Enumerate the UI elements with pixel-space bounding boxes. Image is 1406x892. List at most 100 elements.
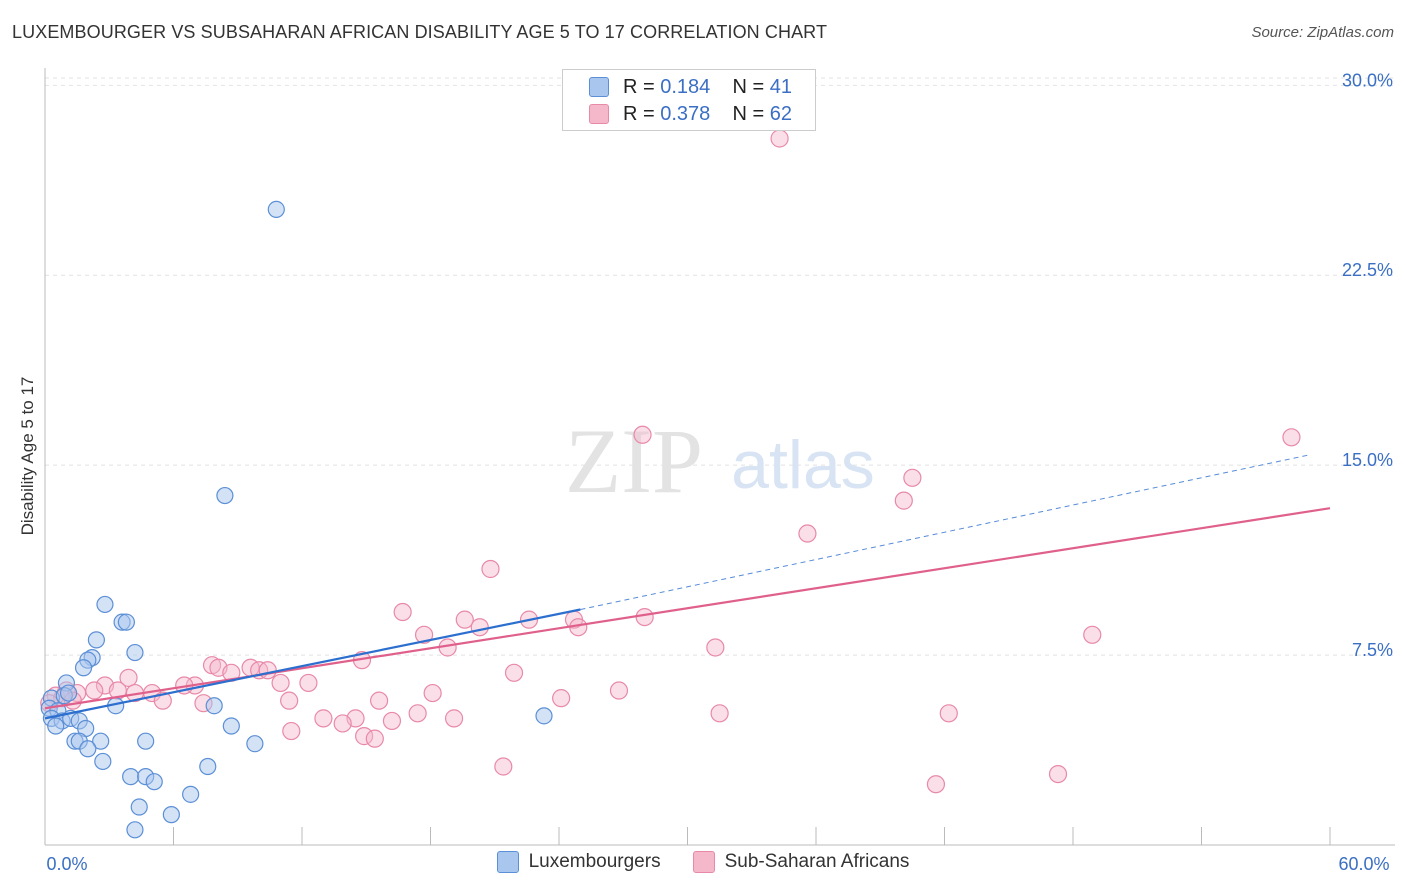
legend-item-sub-saharan-africans: Sub-Saharan Africans	[692, 851, 910, 873]
ssa-point-56	[939, 704, 958, 723]
watermark-atlas: atlas	[731, 427, 875, 503]
ssa-point-57	[333, 714, 352, 733]
ssa-point-55	[710, 704, 729, 723]
series-legend: Luxembourgers Sub-Saharan Africans	[0, 851, 1406, 873]
ssa-point-9	[455, 610, 474, 629]
ssa-point-48	[552, 689, 571, 708]
ssa-point-49	[609, 681, 629, 700]
ssa-point-13	[470, 618, 489, 637]
ssa-point-18	[706, 638, 725, 657]
ssa-point-46	[370, 691, 389, 710]
legend-swatch-lux	[589, 77, 609, 97]
x-tick-label-1: 60.0%	[1338, 854, 1389, 874]
trend-lines	[44, 454, 1331, 720]
ssa-point-63	[1048, 764, 1068, 784]
lux-point-1	[216, 486, 234, 505]
ssa-point-8	[393, 602, 412, 622]
lux-point-0	[267, 200, 285, 219]
ssa-point-4	[903, 468, 922, 487]
ssa-point-53	[408, 704, 427, 723]
ssa-point-54	[444, 709, 464, 728]
legend-label-luxembourgers: Luxembourgers	[528, 851, 661, 872]
ssa-point-61	[494, 757, 513, 776]
y-tick-label-2: 22.5%	[1342, 260, 1393, 280]
lux-trend-line	[44, 608, 581, 720]
ssa-point-50	[314, 709, 333, 728]
legend-ssa-r: 0.378	[660, 102, 711, 125]
stats-legend: R = 0.184 N = 41 R = 0.378 N = 62	[562, 69, 816, 131]
lux-point-4	[117, 613, 135, 631]
ssa-point-0	[770, 129, 789, 148]
ssa-point-12	[635, 607, 654, 627]
lux-point-37	[130, 798, 148, 816]
lux-point-31	[94, 752, 112, 771]
ssa-point-27	[119, 668, 138, 687]
ssa-point-6	[798, 524, 817, 543]
x-tick-label-0: 0.0%	[46, 854, 87, 874]
ssa-point-7	[481, 559, 500, 579]
lux-point-39	[126, 821, 144, 839]
watermark-zip: ZIP	[565, 410, 703, 512]
lux-points	[40, 200, 553, 839]
legend-row-lux: R = 0.184 N = 41	[589, 75, 792, 99]
lux-point-33	[122, 768, 140, 786]
lux-point-40	[535, 707, 553, 725]
ssa-point-30	[271, 673, 290, 693]
ssa-point-25	[258, 661, 277, 680]
ssa-point-5	[894, 491, 913, 510]
lux-point-9	[74, 659, 93, 677]
legend-n-label: N =	[732, 102, 765, 125]
ssa-point-31	[299, 673, 318, 693]
legend-item-luxembourgers: Luxembourgers	[496, 851, 661, 873]
lux-point-32	[199, 757, 217, 776]
lux-point-20	[47, 717, 65, 735]
ssa-point-62	[926, 775, 946, 794]
legend-n-label: N =	[732, 75, 765, 98]
lux-point-35	[145, 773, 163, 791]
ssa-point-47	[423, 683, 442, 703]
legend-lux-n: 41	[769, 75, 793, 98]
lux-point-24	[92, 732, 110, 750]
chart-source: Source: ZipAtlas.com	[1251, 24, 1394, 41]
y-tick-label-1: 15.0%	[1342, 450, 1393, 470]
y-tick-label-3: 30.0%	[1342, 70, 1393, 90]
ssa-point-15	[414, 625, 434, 644]
chart-title: LUXEMBOURGER VS SUBSAHARAN AFRICAN DISAB…	[12, 22, 828, 42]
legend-r-label: R =	[623, 102, 655, 125]
lux-point-29	[246, 735, 264, 753]
ssa-point-60	[365, 729, 384, 748]
lux-trend-extension	[580, 454, 1309, 610]
ssa-point-16	[1083, 625, 1102, 644]
ssa-point-52	[382, 711, 402, 731]
lux-point-27	[137, 732, 155, 750]
lux-point-5	[87, 631, 106, 649]
legend-r-label: R =	[623, 75, 655, 98]
ssa-point-58	[282, 721, 301, 741]
y-tick-label-0: 7.5%	[1352, 640, 1393, 660]
lux-point-2	[96, 595, 114, 614]
legend-ssa-n: 62	[769, 102, 793, 125]
lux-point-23	[205, 697, 223, 715]
lux-point-36	[182, 785, 200, 803]
lux-point-13	[59, 684, 78, 702]
ssa-point-2	[633, 425, 652, 444]
legend-row-ssa: R = 0.378 N = 62	[589, 102, 792, 126]
ssa-point-3	[1282, 428, 1301, 447]
lux-point-30	[79, 740, 97, 758]
legend-label-sub-saharan-africans: Sub-Saharan Africans	[724, 851, 910, 872]
watermark: ZIP atlas	[565, 410, 875, 512]
legend-lux-r: 0.184	[660, 75, 711, 98]
legend-swatch-ssa	[589, 104, 609, 124]
ssa-point-45	[280, 691, 299, 710]
legend-swatch-luxembourgers	[496, 851, 519, 873]
tick-labels: 7.5% 15.0% 22.5% 30.0% 0.0% 60.0%	[46, 70, 1393, 874]
legend-swatch-sub-saharan-africans	[692, 851, 715, 873]
ssa-point-33	[85, 681, 104, 700]
ssa-point-59	[355, 727, 374, 746]
ssa-point-26	[504, 663, 524, 682]
axes	[44, 68, 1395, 846]
lux-point-6	[126, 643, 144, 662]
grid-lines	[45, 77, 1395, 656]
lux-point-38	[162, 806, 180, 824]
